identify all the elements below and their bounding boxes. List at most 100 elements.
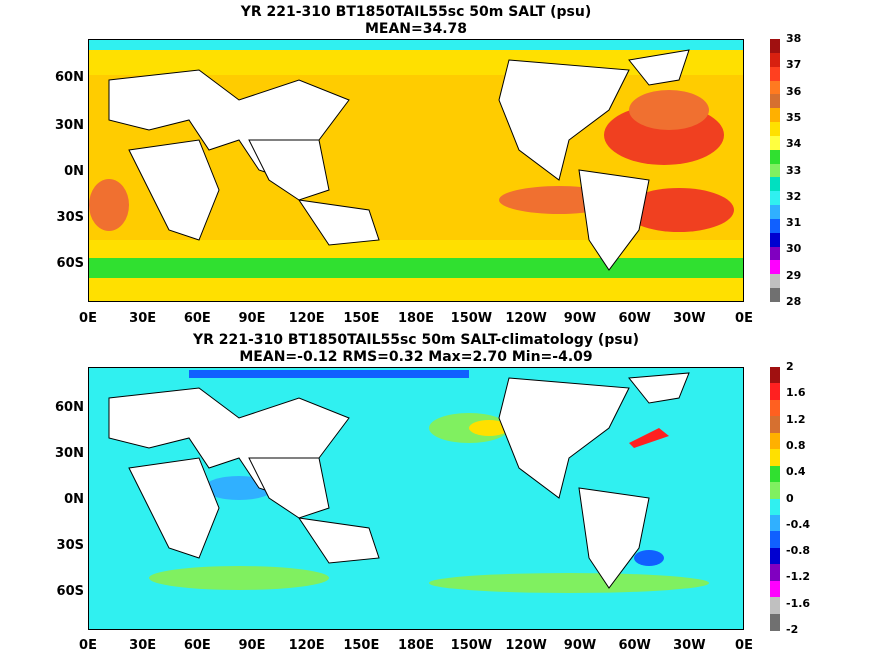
panel1-lon-label-8: 120W [505,311,547,326]
panel1-colorbar-segment [770,163,780,178]
panel2-colorbar-label: -0.4 [786,517,811,531]
panel2-colorbar-label: 0.4 [786,465,806,479]
panel1-colorbar-label: 33 [786,163,802,177]
panel1-lon-label-3: 90E [238,311,266,326]
panel2-colorbar-label: 2 [786,360,794,373]
panel1-colorbar-segment [770,94,780,109]
panel1-colorbar-label: 30 [786,242,802,256]
panel1-colorbar-segment [770,108,780,123]
panel1-lon-label-2: 60E [183,311,211,326]
panel1-lon-label-10: 60W [618,311,651,326]
panel2-lat-30n: 30N [55,446,84,461]
panel2-lon-label-7: 150W [450,638,493,653]
panel2-colorbar-label: 1.6 [786,386,806,400]
panel2-lon-label-0: 0E [79,638,97,653]
panel2-colorbar-segment [770,613,780,631]
panel1-lat-60s: 60S [56,256,84,271]
panel2-lon-label-1: 30E [129,638,157,653]
panel1-colorbar-segment [770,260,780,275]
panel2-colorbar-segment [770,531,780,549]
panel2-colorbar-segment [770,432,780,450]
panel2-colorbar-segment [770,383,780,401]
panel1-colorbar-segment [770,205,780,220]
panel1-map-svg [89,40,743,301]
panel1-colorbar-segment [770,149,780,165]
panel1-lon-label-7: 150W [450,311,493,326]
panel2-colorbar-segment [770,482,780,499]
panel2-colorbar-segment [770,597,780,615]
panel2-colorbar-segment [770,399,780,417]
panel1-colorbar-segment [770,218,780,234]
panel1-lat-60n: 60N [55,70,84,85]
panel2-colorbar-segment [770,547,780,565]
panel2-map-svg [89,368,743,629]
panel2-lon-label-2: 60E [183,638,211,653]
panel1-colorbar-segment [770,39,780,54]
panel1-map [88,39,744,302]
panel2-lat-30s: 30S [56,538,84,553]
panel1-colorbar-label: 38 [786,32,802,45]
panel2-lon-label-10: 60W [618,638,651,653]
panel2-colorbar-segment [770,465,780,483]
panel2-colorbar-label: -1.2 [786,570,811,584]
panel2-colorbar [770,367,780,631]
panel2-colorbar-label: -0.8 [786,544,811,558]
panel1-colorbar-segment [770,288,780,303]
panel1-lat-30n: 30N [55,118,84,133]
panel2-lon-label-11: 30W [673,638,706,653]
panel2-lon-label-4: 120E [288,638,325,653]
panel1-colorbar-label: 32 [786,189,802,203]
panel2-colorbar-segment [770,416,780,434]
panel1-colorbar-label: 35 [786,110,802,124]
panel1-colorbar-segment [770,135,780,151]
panel1-colorbar-label: 37 [786,58,802,72]
panel1-lon-label-1: 30E [129,311,157,326]
panel1-colorbar-segment [770,246,780,261]
panel2-colorbar-segment [770,449,780,467]
panel2-lon-label-5: 150E [343,638,380,653]
panel1-colorbar-label: 28 [786,295,802,308]
panel2-lat-60n: 60N [55,400,84,415]
panel2-colorbar-label: 1.2 [786,412,806,426]
panel1-lon-label-0: 0E [79,311,97,326]
panel1-lon-label-5: 150E [343,311,380,326]
panel1-colorbar-segment [770,232,780,248]
panel1-lon-label-6: 180E [397,311,435,326]
panel1-lon-label-4: 120E [288,311,325,326]
panel1-colorbar-segment [770,274,780,289]
panel2-lon-label-9: 90W [563,638,597,653]
panel2-colorbar-label: 0 [786,491,794,505]
panel1-colorbar-segment [770,191,780,206]
panel1-colorbar-label: 31 [786,216,802,230]
panel2-colorbar-segment [770,498,780,516]
panel1-colorbar-segment [770,66,780,81]
panel1-lon-label-12: 0E [735,311,753,326]
panel1-lon-label-9: 90W [563,311,597,326]
panel2-colorbar-segment [770,367,780,384]
panel2-title-line2: MEAN=-0.12 RMS=0.32 Max=2.70 Min=-4.09 [239,349,593,365]
panel1-colorbar-segment [770,80,780,95]
panel1-lon-label-11: 30W [673,311,706,326]
panel2-lat-60s: 60S [56,584,84,599]
panel2-lon-label-12: 0E [735,638,753,653]
panel1-colorbar [770,39,780,303]
panel1-lat-30s: 30S [56,210,84,225]
panel2-colorbar-segment [770,514,780,532]
panel2-colorbar-label: -2 [786,623,799,636]
panel1-colorbar-label: 29 [786,268,802,282]
panel1-colorbar-segment [770,52,780,68]
panel1-colorbar-label: 36 [786,84,802,98]
panel1-colorbar-label: 34 [786,137,802,151]
panel1-colorbar-segment [770,177,780,192]
panel2-lon-label-3: 90E [238,638,266,653]
panel2-lon-label-6: 180E [397,638,435,653]
panel2-colorbar-label: 0.8 [786,438,806,452]
panel2-lon-label-8: 120W [505,638,547,653]
panel1-title-line1: YR 221-310 BT1850TAIL55sc 50m SALT (psu) [240,4,592,20]
panel2-title-line1: YR 221-310 BT1850TAIL55sc 50m SALT-clima… [192,332,640,348]
panel2-colorbar-label: -1.6 [786,596,811,610]
panel2-colorbar-segment [770,580,780,598]
panel2-map [88,367,744,630]
panel2-colorbar-segment [770,564,780,582]
panel2-lat-0n: 0N [64,492,84,507]
